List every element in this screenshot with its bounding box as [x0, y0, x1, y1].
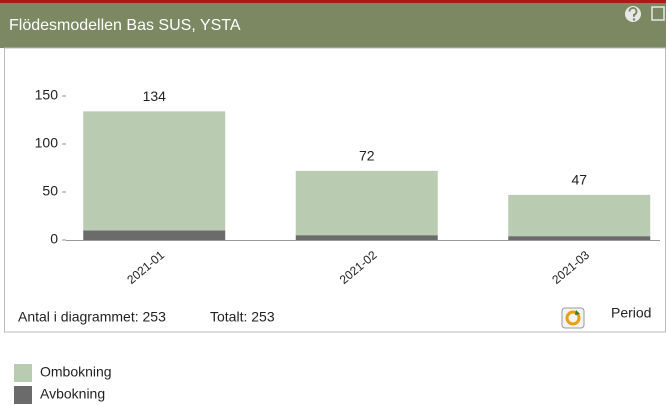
total-label: 72 [359, 148, 375, 164]
bar-segment [508, 236, 651, 240]
legend-swatch [14, 364, 32, 382]
y-tick-label: 50 [42, 183, 58, 199]
y-tick-label: 0 [50, 231, 58, 247]
maximize-icon[interactable] [651, 6, 665, 21]
y-tick-label: 100 [35, 135, 59, 151]
legend-swatch [14, 386, 32, 404]
top-border [0, 0, 666, 3]
refresh-icon[interactable] [561, 307, 585, 329]
bar-segment [295, 170, 438, 236]
bar-segment [83, 111, 226, 231]
total-label: 47 [571, 172, 587, 188]
help-icon[interactable] [625, 6, 641, 22]
legend-label: Avbokning [40, 386, 105, 402]
bar-segment [508, 194, 651, 237]
footer-total: Totalt: 253 [210, 309, 275, 325]
legend-label: Ombokning [40, 364, 112, 380]
bar-segment [83, 230, 226, 240]
total-label: 134 [143, 88, 167, 104]
y-tick-label: 150 [35, 87, 59, 103]
period-label[interactable]: Period [611, 305, 651, 321]
bar-segment [295, 235, 438, 240]
header-bar [0, 3, 666, 48]
header-title: Flödesmodellen Bas SUS, YSTA [9, 17, 241, 34]
footer-count: Antal i diagrammet: 253 [18, 309, 166, 325]
